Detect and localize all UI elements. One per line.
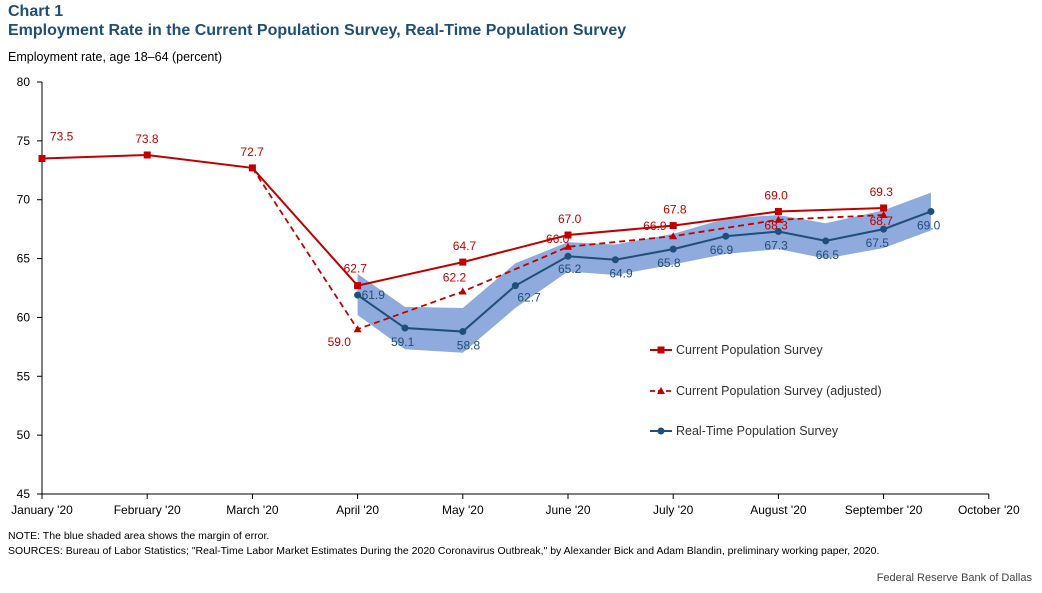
data-label-rps: 65.8 xyxy=(657,256,681,270)
marker-cps-adjusted xyxy=(774,215,783,223)
y-tick-label: 75 xyxy=(17,134,31,148)
data-label-cps-adjusted: 68.3 xyxy=(764,219,788,233)
marker-cps-adjusted xyxy=(458,287,467,295)
marker-cps-adjusted xyxy=(353,325,362,333)
y-tick-label: 70 xyxy=(17,193,31,207)
legend-label-cps: Current Population Survey xyxy=(676,343,823,357)
y-axis-label: Employment rate, age 18–64 (percent) xyxy=(8,50,223,64)
x-tick-label: August '20 xyxy=(750,503,807,517)
marker-cps xyxy=(459,258,467,266)
marker-cps xyxy=(774,207,782,215)
legend-marker-cps xyxy=(657,346,665,354)
y-tick-label: 60 xyxy=(17,310,31,324)
data-label-rps: 65.2 xyxy=(558,262,582,276)
data-label-rps: 67.3 xyxy=(764,238,788,252)
data-label-rps: 66.9 xyxy=(710,243,734,257)
marker-rps xyxy=(401,324,409,332)
marker-cps xyxy=(143,151,151,159)
series-line-rps xyxy=(357,210,932,333)
y-tick-label: 55 xyxy=(17,369,31,383)
data-label-cps-adjusted: 66.9 xyxy=(643,219,667,233)
marker-cps xyxy=(38,155,46,163)
x-tick-label: April '20 xyxy=(336,503,379,517)
y-tick-label: 80 xyxy=(17,75,31,89)
data-label-cps: 73.5 xyxy=(50,130,74,144)
marker-rps xyxy=(354,291,362,299)
y-tick-label: 65 xyxy=(17,252,31,266)
chart-number: Chart 1 xyxy=(8,3,64,20)
legend-marker-rps xyxy=(657,427,665,435)
data-label-cps-adjusted: 68.7 xyxy=(870,214,894,228)
marker-rps xyxy=(459,328,467,336)
x-tick-label: March '20 xyxy=(226,503,279,517)
data-label-cps: 67.0 xyxy=(558,212,582,226)
marker-rps xyxy=(611,256,619,264)
data-label-rps: 67.5 xyxy=(866,236,890,250)
marker-cps xyxy=(248,164,256,172)
legend-marker-cps-adjusted xyxy=(657,387,665,394)
data-label-cps-adjusted: 62.2 xyxy=(443,271,467,285)
x-tick-label: January '20 xyxy=(11,503,73,517)
data-label-cps-adjusted: 66.0 xyxy=(546,232,570,246)
x-tick-label: July '20 xyxy=(653,503,694,517)
chart-title: Employment Rate in the Current Populatio… xyxy=(8,22,627,39)
data-label-cps: 67.8 xyxy=(663,203,687,217)
data-label-rps: 62.7 xyxy=(517,291,541,305)
legend-label-rps: Real-Time Population Survey xyxy=(676,424,839,438)
marker-rps xyxy=(822,237,830,245)
data-label-cps: 69.3 xyxy=(870,185,894,199)
marker-cps xyxy=(669,222,677,230)
data-label-rps: 59.1 xyxy=(391,335,415,349)
x-tick-label: June '20 xyxy=(546,503,591,517)
marker-rps xyxy=(722,232,730,240)
data-label-rps: 66.5 xyxy=(816,248,840,262)
x-tick-label: September '20 xyxy=(845,503,923,517)
marker-cps xyxy=(354,282,362,290)
marker-cps xyxy=(880,204,888,212)
x-tick-label: May '20 xyxy=(442,503,484,517)
data-label-rps: 61.9 xyxy=(362,288,386,302)
x-tick-label: February '20 xyxy=(114,503,181,517)
credit: Federal Reserve Bank of Dallas xyxy=(876,572,1032,584)
legend-label-cps-adjusted: Current Population Survey (adjusted) xyxy=(676,384,882,398)
marker-rps xyxy=(669,245,677,253)
data-label-cps: 73.8 xyxy=(135,132,159,146)
y-tick-label: 50 xyxy=(17,428,31,442)
data-label-cps: 62.7 xyxy=(344,262,368,276)
marker-cps-adjusted xyxy=(669,232,678,240)
data-label-cps-adjusted: 59.0 xyxy=(328,335,352,349)
marker-rps xyxy=(927,207,935,215)
marker-cps xyxy=(564,231,572,239)
data-label-cps: 72.7 xyxy=(240,145,264,159)
marker-rps xyxy=(511,282,519,290)
y-tick-label: 45 xyxy=(17,487,31,501)
data-label-rps: 58.8 xyxy=(457,339,481,353)
x-tick-label: October '20 xyxy=(958,503,1020,517)
data-label-rps: 64.9 xyxy=(609,267,633,281)
data-label-cps: 69.0 xyxy=(764,188,788,202)
sources: SOURCES: Bureau of Labor Statistics; "Re… xyxy=(8,545,880,557)
marker-rps xyxy=(564,252,572,260)
marker-rps xyxy=(880,225,888,233)
marker-rps xyxy=(774,227,782,235)
data-label-cps: 64.7 xyxy=(453,239,477,253)
footnote: NOTE: The blue shaded area shows the mar… xyxy=(8,530,270,542)
data-label-rps: 69.0 xyxy=(917,218,941,232)
marker-cps-adjusted xyxy=(564,242,572,250)
marker-cps-adjusted xyxy=(879,211,888,219)
